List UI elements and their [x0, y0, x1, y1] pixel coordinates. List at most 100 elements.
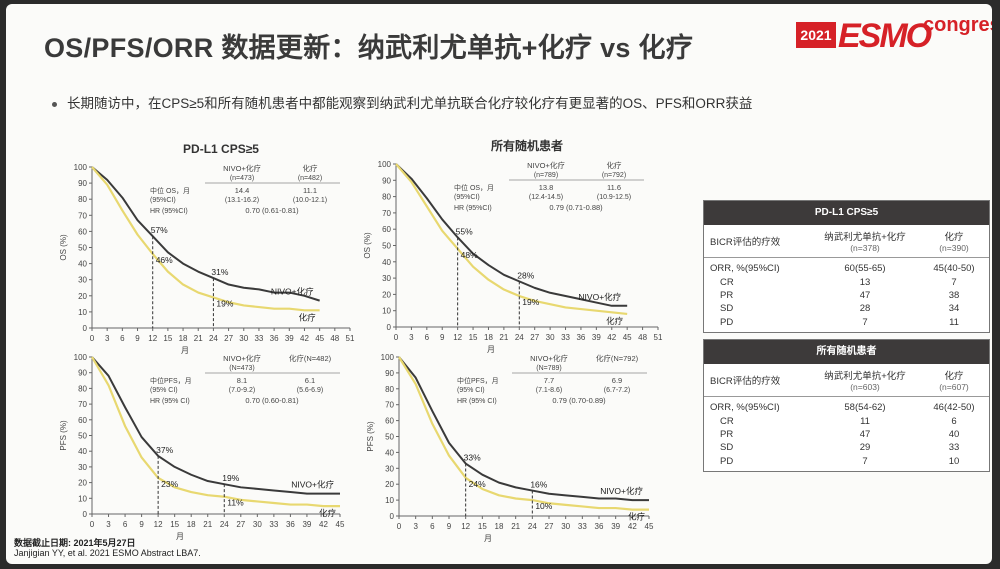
y-tick-label: 0 [387, 323, 392, 332]
x-tick-label: 30 [253, 520, 262, 529]
x-tick-label: 9 [139, 520, 144, 529]
bullet-text: 长期随访中，在CPS≥5和所有随机患者中都能观察到纳武利尤单抗联合化疗较化疗有更… [67, 96, 753, 111]
y-tick-label: 30 [382, 274, 391, 283]
nivo-chemo-curve [91, 166, 320, 302]
orr-table-all: 所有随机患者 BICR评估的疗效 纳武利尤单抗+化疗 (n=603) 化疗 (n=6… [703, 339, 990, 472]
landmark-label: 19% [522, 297, 539, 307]
col-chemo-n: (n=607) [939, 382, 969, 392]
chemo-curve [91, 356, 340, 508]
y-tick-label: 90 [78, 179, 87, 188]
x-tick-label: 15 [163, 334, 172, 343]
y-tick-label: 70 [78, 400, 87, 409]
logo-year: 2021 [796, 22, 836, 48]
table-row: PR 47 38 [704, 289, 989, 302]
x-tick-label: 42 [300, 334, 309, 343]
x-tick-label: 0 [90, 334, 95, 343]
orr-table-header: PD-L1 CPS≥5 [704, 201, 989, 225]
stats-hr-label: HR (95%CI) [454, 205, 492, 212]
orr-table-header: 所有随机患者 [704, 340, 989, 364]
y-axis-label: PFS (%) [366, 421, 375, 452]
table-divider [704, 396, 989, 397]
x-tick-label: 27 [224, 334, 233, 343]
landmark-label: 10% [535, 501, 552, 511]
series-label-chemo: 化疗 [299, 312, 317, 322]
row-chemo: 40 [948, 429, 960, 440]
stats-chemo-ci: (10.9-12.5) [597, 194, 631, 201]
col-label: BICR评估的疗效 [710, 237, 781, 248]
footnote-date: 数据截止日期: 2021年5月27日 [14, 538, 136, 548]
bullet-dot-icon [52, 101, 57, 107]
stats-chemo-ci: (10.0-12.1) [293, 197, 327, 204]
row-chemo: 33 [948, 442, 960, 453]
y-axis-label: OS (%) [363, 232, 372, 259]
row-nivo: 47 [859, 429, 871, 440]
landmark-label: 23% [161, 479, 178, 489]
row-nivo: 29 [859, 442, 871, 453]
y-tick-label: 0 [83, 510, 88, 519]
x-tick-label: 33 [254, 334, 263, 343]
col-nivo-n: (n=603) [850, 382, 880, 392]
orr-table-cps5: PD-L1 CPS≥5 BICR评估的疗效 纳武利尤单抗+化疗 (n=378) 化… [703, 200, 990, 333]
x-tick-label: 42 [628, 522, 637, 531]
stats-row-label: 中位 OS，月 [454, 183, 494, 192]
col-chemo-label: 化疗 [944, 232, 964, 243]
stats-row-sub: (95% CI) [150, 387, 178, 394]
y-tick-label: 100 [378, 160, 392, 169]
x-tick-label: 21 [511, 522, 520, 531]
y-tick-label: 50 [382, 242, 391, 251]
stats-nivo-ci: (13.1-16.2) [225, 197, 259, 204]
stats-chemo-ci: (5.6-6.9) [297, 387, 323, 394]
y-tick-label: 100 [74, 163, 88, 172]
table-row: CR 13 7 [704, 276, 989, 289]
row-nivo: 7 [862, 316, 868, 328]
y-tick-label: 80 [385, 385, 394, 394]
x-tick-label: 3 [413, 522, 418, 531]
x-tick-label: 21 [203, 520, 212, 529]
stats-hr-label: HR (95%CI) [150, 208, 188, 215]
y-tick-label: 30 [385, 464, 394, 473]
x-tick-label: 6 [430, 522, 435, 531]
y-tick-label: 50 [78, 244, 87, 253]
x-tick-label: 9 [440, 333, 445, 342]
row-label: SD [720, 442, 734, 453]
series-label-nivo: NIVO+化疗 [271, 287, 314, 297]
x-axis-label: 月 [181, 346, 189, 355]
stats-col1: NIVO+化疗 [223, 163, 261, 173]
y-tick-label: 90 [382, 176, 391, 185]
x-tick-label: 51 [654, 333, 663, 342]
y-tick-label: 20 [385, 480, 394, 489]
x-tick-label: 30 [239, 334, 248, 343]
col-label: BICR评估的疗效 [710, 376, 781, 387]
x-tick-label: 36 [595, 522, 604, 531]
x-tick-label: 3 [409, 333, 414, 342]
x-tick-label: 42 [319, 520, 328, 529]
x-tick-label: 6 [123, 520, 128, 529]
row-nivo: 60(55-65) [844, 263, 886, 274]
x-tick-label: 0 [394, 333, 399, 342]
logo-suffix: congress [923, 14, 992, 36]
x-tick-label: 6 [425, 333, 430, 342]
stats-hr-value: 0.70 (0.61-0.81) [245, 206, 299, 215]
stats-chemo-ci: (6.7-7.2) [604, 387, 630, 394]
table-row: ORR, %(95%CI) 60(55-65) 45(40-50) [704, 261, 989, 276]
x-tick-label: 24 [209, 334, 218, 343]
y-tick-label: 0 [83, 324, 88, 333]
x-tick-label: 15 [170, 520, 179, 529]
landmark-label: 57% [151, 225, 168, 235]
landmark-label: 28% [517, 270, 534, 280]
col-nivo: 纳武利尤单抗+化疗 (n=378) [810, 229, 920, 253]
landmark-label: 37% [156, 445, 173, 455]
row-chemo: 6 [951, 416, 957, 427]
col-chemo-n: (n=390) [939, 243, 969, 253]
landmark-label: 31% [211, 267, 228, 277]
row-nivo: 28 [859, 303, 871, 314]
x-tick-label: 6 [120, 334, 125, 343]
row-label: PR [720, 429, 734, 440]
row-nivo: 13 [859, 277, 871, 288]
col-chemo: 化疗 (n=607) [920, 368, 988, 392]
table-row: PD 7 10 [704, 454, 989, 468]
stats-hr-label: HR (95% CI) [150, 398, 190, 405]
